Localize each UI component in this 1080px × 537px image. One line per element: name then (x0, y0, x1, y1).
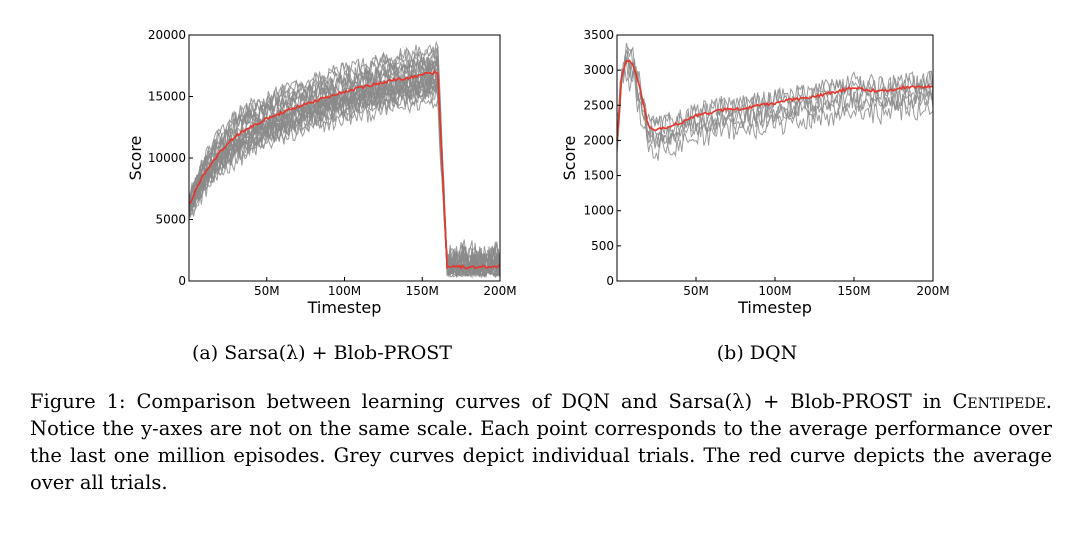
average-curve (188, 69, 501, 270)
caption-text-end: . Notice the y-axes are not on the same … (30, 390, 1052, 494)
y-axis-label: Score (126, 136, 145, 181)
y-tick-label: 1000 (583, 204, 614, 218)
individual-trial-curves (188, 40, 501, 279)
trial-curve (616, 42, 934, 149)
y-tick-label: 0 (178, 274, 186, 288)
x-axis-label: Timestep (737, 298, 812, 317)
trial-curve (188, 77, 501, 278)
x-tick-label: 50M (683, 284, 709, 298)
x-tick-label: 100M (758, 284, 791, 298)
y-tick-label: 1500 (583, 169, 614, 183)
y-axis-ticks: 0 5000 10000 15000 20000 (148, 28, 193, 288)
trial-curve (188, 77, 501, 277)
y-tick-label: 3500 (583, 28, 614, 42)
caption-game-name: Centipede (952, 390, 1046, 413)
y-axis-ticks: 0 500 1000 1500 2000 2500 3000 3500 (583, 28, 621, 288)
x-tick-label: 150M (406, 284, 439, 298)
y-tick-label: 15000 (148, 90, 186, 104)
trial-curve (188, 75, 501, 272)
x-tick-label: 100M (328, 284, 361, 298)
caption-text-start: Comparison between learning curves of DQ… (136, 390, 942, 413)
y-tick-label: 5000 (155, 213, 186, 227)
y-tick-label: 0 (606, 274, 614, 288)
x-axis-label: Timestep (307, 298, 382, 317)
plot-frame (616, 34, 934, 282)
x-tick-label: 50M (254, 284, 280, 298)
x-tick-label: 150M (837, 284, 870, 298)
trial-curve (188, 80, 501, 275)
y-tick-label: 2000 (583, 133, 614, 147)
caption-label: Figure 1: (30, 390, 126, 413)
x-tick-label: 200M (483, 284, 516, 298)
y-tick-label: 2500 (583, 98, 614, 112)
figure-caption: Figure 1: Comparison between learning cu… (30, 388, 1052, 496)
individual-trial-curves (616, 42, 934, 161)
average-curve (616, 59, 933, 141)
chart-dqn: 50M 100M 150M 200M 0 500 1000 1500 2000 2500 3000… (560, 28, 950, 364)
trial-curve (616, 56, 934, 148)
caption-paragraph: Figure 1: Comparison between learning cu… (30, 388, 1052, 496)
y-tick-label: 20000 (148, 28, 186, 42)
subcaption-b: (b) DQN (717, 342, 797, 364)
y-tick-label: 3000 (583, 63, 614, 77)
chart-sarsa-blob-prost: 50M 100M 150M 200M 0 5000 10000 15000 20000 Tim… (126, 28, 517, 364)
x-tick-label: 200M (916, 284, 949, 298)
y-tick-label: 10000 (148, 151, 186, 165)
trial-curve (188, 76, 501, 276)
subcaption-a: (a) Sarsa(λ) + Blob-PROST (192, 342, 452, 364)
x-axis-ticks: 50M 100M 150M 200M (683, 277, 950, 298)
y-tick-label: 500 (591, 239, 614, 253)
x-axis-ticks: 50M 100M 150M 200M (254, 277, 517, 298)
y-axis-label: Score (560, 136, 579, 181)
trial-curve (188, 67, 501, 276)
trial-curve (616, 69, 934, 161)
